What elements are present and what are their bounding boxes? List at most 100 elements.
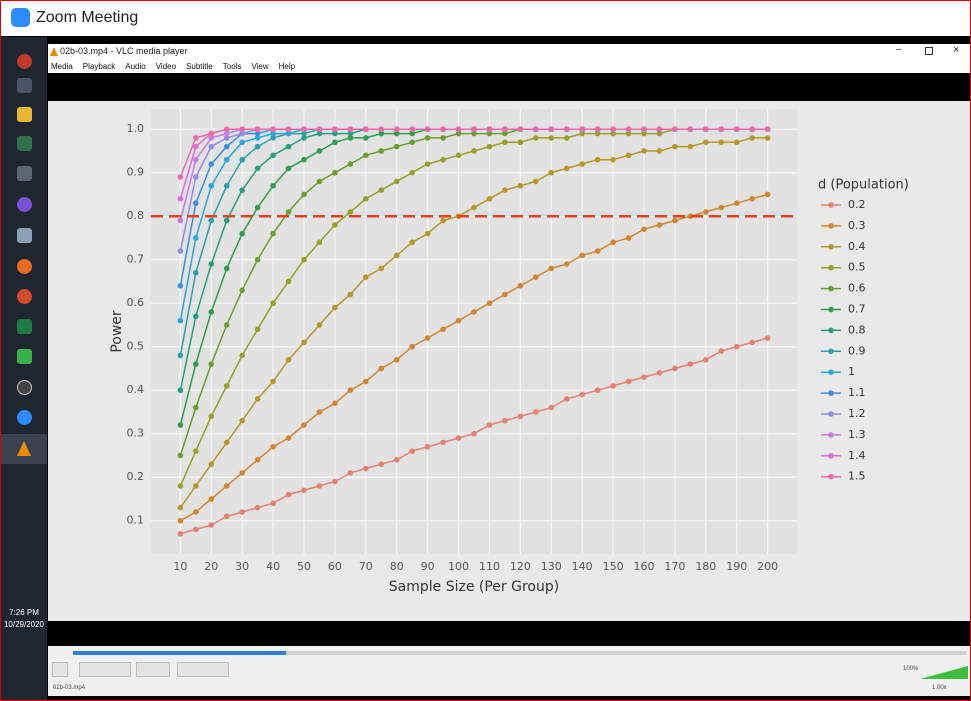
point xyxy=(316,178,323,185)
point xyxy=(486,196,493,202)
point xyxy=(177,452,184,459)
menu-item[interactable]: Playback xyxy=(82,61,116,71)
menu-bar: Media Playback Audio Video Subtitle Tools View… xyxy=(48,59,970,73)
point xyxy=(393,143,400,150)
menu-item[interactable]: Help xyxy=(278,61,296,71)
playlist-buttons[interactable] xyxy=(177,662,229,677)
volume-slider[interactable] xyxy=(920,666,968,679)
point xyxy=(440,326,446,333)
point xyxy=(285,165,292,172)
legend-label: 1.2 xyxy=(848,407,866,420)
point xyxy=(749,339,755,346)
menu-item[interactable]: Tools xyxy=(222,61,242,71)
point xyxy=(641,374,647,380)
speed: 1.00x xyxy=(932,685,947,691)
taskbar-icon[interactable] xyxy=(17,380,32,395)
plot-panel xyxy=(151,109,797,554)
progress-track[interactable] xyxy=(73,651,966,655)
taskbar-icon[interactable] xyxy=(17,259,32,274)
menu-item[interactable]: Audio xyxy=(125,61,146,71)
menu-item[interactable]: View xyxy=(251,61,269,71)
taskbar: 7:26 PM 10/29/2020 xyxy=(1,37,47,700)
close[interactable]: × xyxy=(953,44,960,56)
x-tick-label: 170 xyxy=(664,560,685,573)
taskbar-icon[interactable] xyxy=(17,319,32,334)
menu-item[interactable]: Subtitle xyxy=(186,61,213,71)
point xyxy=(424,443,431,450)
point xyxy=(347,135,354,141)
point xyxy=(285,209,292,215)
point xyxy=(316,409,323,415)
point xyxy=(254,256,261,263)
point xyxy=(687,143,694,150)
legend-label: 1.5 xyxy=(848,470,866,483)
x-tick-label: 200 xyxy=(757,560,778,573)
point xyxy=(471,130,477,137)
point xyxy=(703,209,709,215)
point xyxy=(486,126,493,133)
point xyxy=(703,126,709,133)
point xyxy=(656,130,663,137)
point xyxy=(301,191,307,198)
point xyxy=(455,435,462,441)
point xyxy=(502,291,508,298)
legend-key-point xyxy=(828,390,834,396)
point xyxy=(177,217,184,224)
point xyxy=(502,187,508,193)
point xyxy=(378,148,385,154)
point xyxy=(332,169,338,176)
active-app[interactable] xyxy=(1,434,47,464)
taskbar-icon[interactable] xyxy=(17,349,32,364)
point xyxy=(625,126,632,133)
point xyxy=(177,196,184,202)
transport-buttons[interactable] xyxy=(79,662,131,677)
point xyxy=(610,130,616,137)
point xyxy=(533,409,539,415)
menu-item[interactable]: Media xyxy=(51,61,73,71)
point xyxy=(393,178,400,185)
point xyxy=(208,522,215,528)
point xyxy=(301,256,307,263)
point xyxy=(764,126,771,133)
point xyxy=(270,130,276,137)
taskbar-icon[interactable] xyxy=(17,166,32,181)
point xyxy=(177,248,184,254)
point xyxy=(223,182,230,189)
taskbar-icon[interactable] xyxy=(17,410,32,425)
point xyxy=(548,126,555,133)
taskbar-icon[interactable] xyxy=(17,197,32,212)
point xyxy=(347,161,354,167)
menu-item[interactable]: Video xyxy=(155,61,177,71)
volume-label: 100% xyxy=(903,666,919,672)
point xyxy=(378,130,385,137)
point xyxy=(239,130,245,137)
point xyxy=(378,265,385,272)
x-tick-label: 100 xyxy=(448,560,469,573)
point xyxy=(254,130,261,137)
point xyxy=(703,356,709,363)
taskbar-icon[interactable] xyxy=(17,228,32,243)
taskbar-icon[interactable] xyxy=(17,289,32,304)
play-button[interactable] xyxy=(52,662,68,677)
point xyxy=(332,400,338,407)
point xyxy=(223,483,230,489)
point xyxy=(409,139,415,146)
y-tick-label: 0.5 xyxy=(127,340,145,353)
taskbar-icon[interactable] xyxy=(17,136,32,151)
y-tick-label: 0.8 xyxy=(127,209,145,222)
taskbar-icon[interactable] xyxy=(17,78,32,93)
minimize[interactable]: – xyxy=(896,44,902,55)
point xyxy=(193,269,199,276)
view-buttons[interactable] xyxy=(136,662,170,677)
point xyxy=(316,322,323,328)
point xyxy=(223,156,230,163)
point xyxy=(548,135,555,141)
point xyxy=(378,365,385,372)
point xyxy=(223,383,230,389)
legend-title: d (Population) xyxy=(818,178,909,193)
taskbar-icon[interactable] xyxy=(17,54,32,69)
point xyxy=(641,148,647,154)
restore[interactable] xyxy=(925,47,933,55)
taskbar-icon[interactable] xyxy=(17,107,32,122)
point xyxy=(749,135,755,141)
